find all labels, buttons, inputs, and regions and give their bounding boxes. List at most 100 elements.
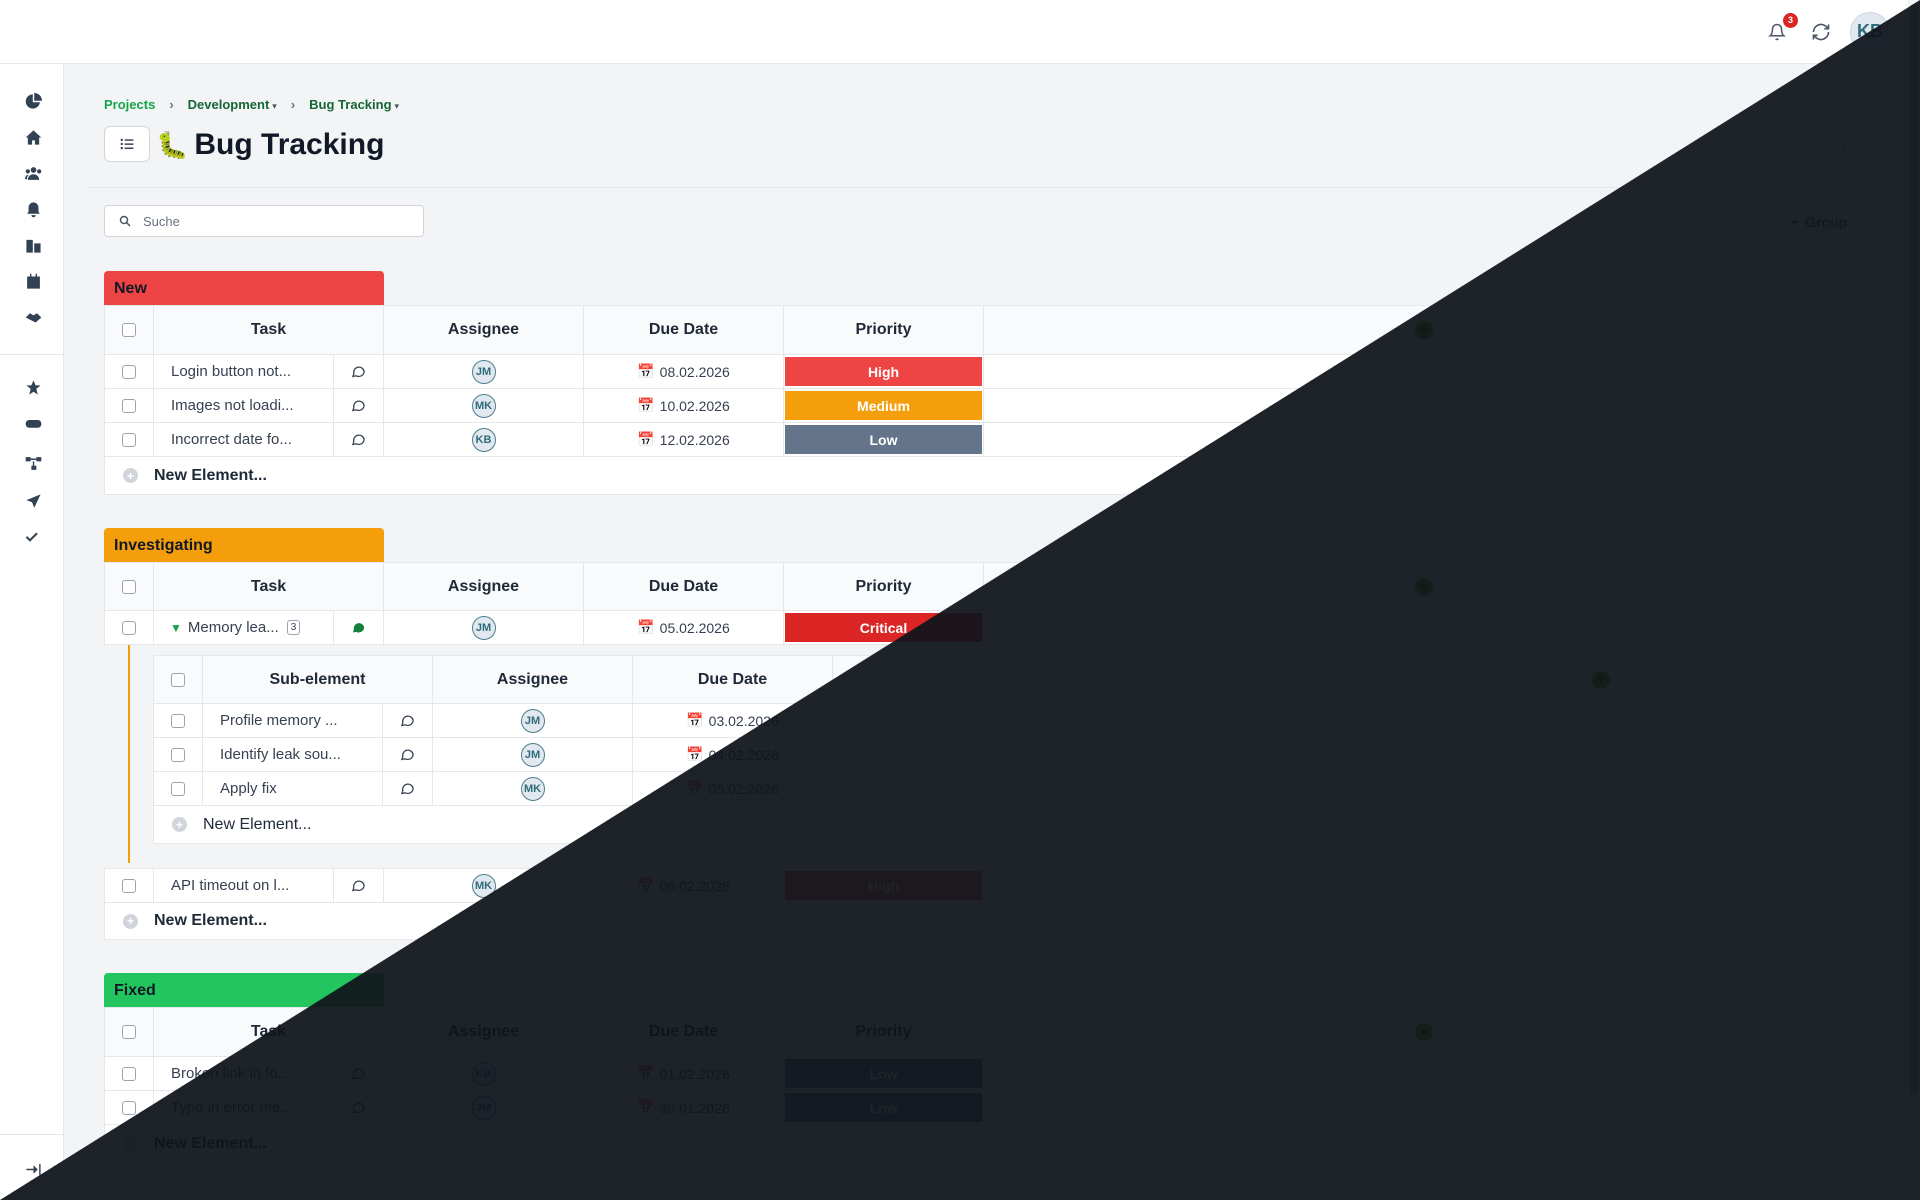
- new-element-row[interactable]: + New Element...: [105, 457, 1863, 494]
- column-assignee[interactable]: Assignee: [384, 1008, 584, 1056]
- star-icon[interactable]: [20, 374, 46, 400]
- table-row[interactable]: API timeout on l... MK 📅 06.02.2026 High: [105, 869, 1863, 903]
- priority-cell[interactable]: Medium: [784, 389, 984, 422]
- breadcrumb-development[interactable]: Development ▾: [188, 97, 277, 112]
- breadcrumb-bug-tracking[interactable]: Bug Tracking ▾: [309, 97, 399, 112]
- row-checkbox[interactable]: [122, 364, 136, 379]
- assignee-cell[interactable]: JM: [384, 611, 584, 644]
- column-task[interactable]: Task: [154, 306, 384, 354]
- chevron-down-icon[interactable]: ▼: [170, 620, 182, 635]
- assignee-cell[interactable]: KB: [384, 1057, 584, 1090]
- row-checkbox[interactable]: [122, 878, 136, 893]
- column-priority[interactable]: Priority: [784, 1008, 984, 1056]
- task-cell[interactable]: Typo in error me...: [154, 1091, 334, 1124]
- row-checkbox[interactable]: [122, 432, 136, 447]
- column-task[interactable]: Task: [154, 1008, 384, 1056]
- assignee-cell[interactable]: KB: [384, 423, 584, 456]
- due-date-cell[interactable]: 📅 01.02.2026: [584, 1057, 784, 1090]
- column-priority[interactable]: Priority: [784, 563, 984, 610]
- row-checkbox[interactable]: [171, 713, 185, 728]
- table-row[interactable]: Incorrect date fo... KB 📅 12.02.2026 Low: [105, 423, 1863, 457]
- column-assignee[interactable]: Assignee: [384, 563, 584, 610]
- due-date-cell[interactable]: 📅 12.02.2026: [584, 423, 784, 456]
- refresh-icon[interactable]: [1806, 17, 1836, 47]
- task-cell[interactable]: Broken link in fo...: [154, 1057, 334, 1090]
- gamepad-icon[interactable]: [20, 410, 46, 436]
- column-due-date[interactable]: Due Date: [584, 1008, 784, 1056]
- table-row[interactable]: Broken link in fo... KB 📅 01.02.2026 Low: [105, 1057, 1863, 1091]
- checks-icon[interactable]: [20, 524, 46, 550]
- select-all-checkbox[interactable]: [122, 1025, 136, 1039]
- priority-cell[interactable]: Low: [784, 1091, 984, 1124]
- subitem-row[interactable]: Profile memory ... JM 📅 03.02.2026: [154, 704, 1863, 738]
- task-cell[interactable]: Apply fix: [203, 772, 383, 805]
- new-element-row[interactable]: + New Element...: [105, 903, 1863, 939]
- view-list-button[interactable]: [104, 126, 150, 162]
- new-element-button[interactable]: + New Element...: [105, 1125, 1863, 1162]
- comment-cell[interactable]: [334, 1091, 384, 1124]
- add-column-icon[interactable]: +: [1414, 1023, 1433, 1041]
- column-sub-element[interactable]: Sub-element: [203, 656, 433, 703]
- user-avatar[interactable]: KB: [1850, 11, 1890, 52]
- row-checkbox[interactable]: [122, 398, 136, 413]
- row-checkbox[interactable]: [122, 1100, 136, 1115]
- home-icon[interactable]: [20, 124, 46, 150]
- add-column-icon[interactable]: +: [1591, 670, 1610, 689]
- collapse-sidebar-icon[interactable]: [20, 1156, 46, 1182]
- bell-icon[interactable]: [20, 196, 46, 222]
- breadcrumb-projects[interactable]: Projects: [104, 97, 156, 112]
- comment-cell[interactable]: [383, 772, 433, 805]
- comment-cell[interactable]: [334, 389, 384, 422]
- task-cell[interactable]: Login button not...: [154, 355, 334, 388]
- subitem-row[interactable]: Apply fix MK 📅 05.02.2026: [154, 772, 1863, 806]
- task-cell[interactable]: Images not loadi...: [154, 389, 334, 422]
- task-cell[interactable]: Incorrect date fo...: [154, 423, 334, 456]
- due-date-cell[interactable]: 📅 05.02.2026: [633, 772, 833, 805]
- scrollbar-thumb[interactable]: [1910, 4, 1918, 1094]
- vertical-scrollbar[interactable]: [1908, 0, 1920, 1200]
- diagram-icon[interactable]: [20, 450, 46, 476]
- assignee-cell[interactable]: MK: [433, 772, 633, 805]
- comment-cell[interactable]: [334, 869, 384, 902]
- handshake-icon[interactable]: [20, 304, 46, 330]
- assignee-cell[interactable]: JM: [433, 738, 633, 771]
- new-element-button[interactable]: + New Element...: [105, 457, 1863, 494]
- task-cell[interactable]: ▼ Memory lea... 3: [154, 611, 334, 644]
- column-due-date[interactable]: Due Date: [633, 656, 833, 703]
- due-date-cell[interactable]: 📅 03.02.2026: [633, 704, 833, 737]
- add-group-button[interactable]: + Group: [1774, 205, 1864, 238]
- row-checkbox[interactable]: [122, 620, 136, 635]
- comment-cell[interactable]: [334, 423, 384, 456]
- column-priority[interactable]: Priority: [784, 306, 984, 354]
- due-date-cell[interactable]: 📅 08.02.2026: [584, 355, 784, 388]
- column-due-date[interactable]: Due Date: [584, 306, 784, 354]
- row-checkbox[interactable]: [122, 1066, 136, 1081]
- task-cell[interactable]: API timeout on l...: [154, 869, 334, 902]
- buildings-icon[interactable]: [20, 232, 46, 258]
- row-checkbox[interactable]: [171, 747, 185, 762]
- column-assignee[interactable]: Assignee: [433, 656, 633, 703]
- users-icon[interactable]: [20, 160, 46, 186]
- priority-cell[interactable]: High: [784, 869, 984, 902]
- due-date-cell[interactable]: 📅 06.02.2026: [584, 869, 784, 902]
- notifications-bell-icon[interactable]: 3: [1762, 12, 1798, 47]
- priority-cell[interactable]: Low: [784, 423, 984, 456]
- due-date-cell[interactable]: 📅 30.01.2026: [584, 1091, 784, 1124]
- due-date-cell[interactable]: 📅 05.02.2026: [584, 611, 784, 644]
- column-assignee[interactable]: Assignee: [384, 306, 584, 354]
- row-checkbox[interactable]: [171, 781, 185, 796]
- search-input[interactable]: [143, 213, 403, 229]
- send-icon[interactable]: [20, 488, 46, 514]
- due-date-cell[interactable]: 📅 04.02.2026: [633, 738, 833, 771]
- new-element-row[interactable]: + New Element...: [105, 1125, 1863, 1162]
- calendar-icon[interactable]: [20, 268, 46, 294]
- group-header-fixed[interactable]: Fixed: [104, 973, 384, 1007]
- assignee-cell[interactable]: MK: [384, 389, 584, 422]
- priority-cell[interactable]: Low: [784, 1057, 984, 1090]
- assignee-cell[interactable]: JM: [433, 704, 633, 737]
- more-options-button[interactable]: ···: [1822, 127, 1866, 163]
- priority-cell[interactable]: Critical: [784, 611, 984, 644]
- comment-cell[interactable]: [383, 738, 433, 771]
- table-row[interactable]: ▼ Memory lea... 3 JM 📅 05.02.2026 Critica…: [104, 611, 1864, 645]
- add-column-icon[interactable]: +: [1414, 321, 1433, 339]
